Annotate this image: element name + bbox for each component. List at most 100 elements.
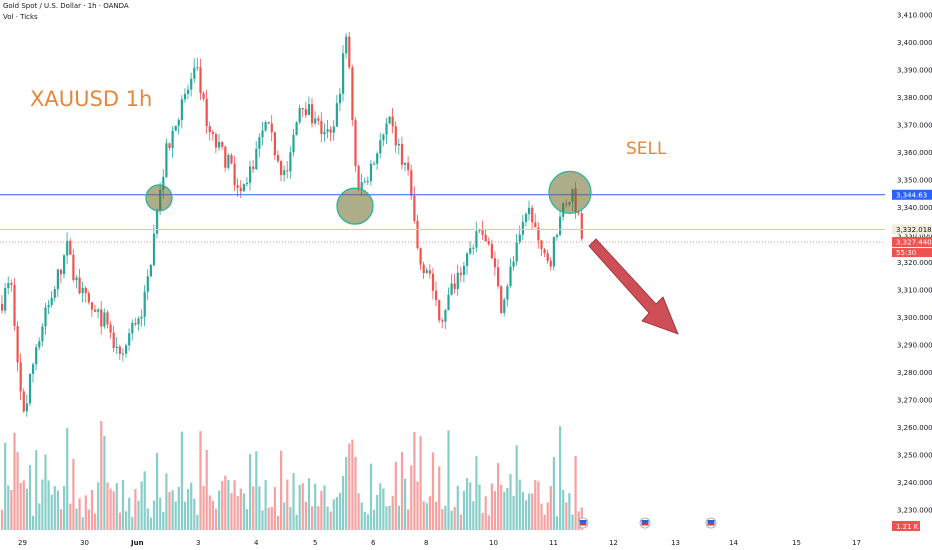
price-tick-label: 3,300.000 — [897, 314, 932, 322]
candle-body — [512, 261, 515, 267]
candle-body — [431, 273, 435, 291]
candle-body — [394, 126, 397, 146]
candle-body — [35, 347, 38, 365]
volume-bar — [388, 505, 391, 530]
price-tick-label: 3,390.000 — [897, 67, 932, 75]
volume-bar — [295, 514, 298, 530]
candle-body — [369, 163, 373, 182]
volume-bar — [193, 498, 196, 530]
us-flag-icon-canton — [707, 520, 715, 523]
volume-bar — [211, 500, 214, 530]
time-tick-label: 5 — [313, 539, 317, 547]
volume-bar — [487, 515, 490, 530]
candle-body — [506, 286, 509, 300]
volume-bar — [329, 511, 332, 530]
price-tick-label: 3,380.000 — [897, 94, 932, 102]
candle-body — [531, 207, 534, 223]
candle-body — [94, 309, 97, 312]
volume-bar — [459, 514, 462, 530]
candle-body — [38, 341, 41, 348]
price-tick-label: 3,400.000 — [897, 39, 932, 47]
candle-body — [388, 116, 391, 124]
volume-bar — [497, 463, 500, 530]
candle-body — [425, 270, 428, 274]
us-flag-icon-stripe — [707, 523, 715, 526]
volume-bar — [391, 496, 394, 530]
candle-body — [109, 324, 112, 333]
volume-bar — [245, 509, 249, 530]
candle-body — [72, 254, 75, 281]
candle-body — [22, 391, 25, 412]
volume-bar — [298, 484, 301, 530]
candle-body — [53, 289, 56, 298]
candle-body — [19, 362, 22, 392]
candle-body — [484, 234, 487, 242]
candle-body — [128, 333, 131, 346]
volume-bar — [152, 500, 156, 530]
volume-bar — [13, 432, 16, 530]
candle-body — [177, 120, 180, 126]
volume-bar — [205, 449, 208, 530]
candle-body — [466, 253, 469, 266]
price-tick-label: 3,270.000 — [897, 397, 932, 405]
volume-bar — [146, 508, 149, 530]
volume-bar — [38, 503, 41, 530]
volume-bar — [41, 479, 44, 530]
candle-body — [193, 67, 196, 79]
volume-bar — [125, 511, 128, 530]
volume-bar — [314, 483, 317, 530]
candle-body — [87, 293, 90, 303]
volume-bar — [94, 513, 97, 530]
volume-bar — [441, 509, 444, 530]
candle-body — [382, 134, 385, 141]
candle-body — [311, 104, 314, 124]
volume-bar — [190, 482, 193, 530]
candle-body — [41, 326, 44, 342]
candle-body — [112, 332, 115, 349]
volume-bar — [435, 501, 438, 530]
volume-bar — [32, 515, 35, 530]
time-tick-label: 13 — [671, 539, 680, 547]
volume-bar — [218, 490, 221, 530]
volume-bar — [475, 456, 478, 530]
candle-body — [152, 233, 156, 266]
time-tick-label: 12 — [609, 539, 618, 547]
volume-bar — [168, 492, 171, 530]
candle-body — [521, 221, 524, 235]
price-tick-label: 3,350.000 — [897, 177, 932, 185]
candle-body — [459, 272, 462, 275]
event-flags — [577, 517, 717, 529]
candle-body — [146, 276, 149, 292]
volume-bar — [493, 491, 497, 530]
us-flag-icon-canton — [641, 520, 649, 523]
candle-body — [233, 163, 236, 186]
candle-body — [280, 161, 283, 176]
candle-body — [524, 213, 528, 222]
chart-symbol-header: Gold Spot / U.S. Dollar · 1h · OANDA — [3, 2, 129, 10]
volume-bar — [165, 473, 168, 530]
volume-bar — [183, 501, 187, 530]
volume-bar — [342, 475, 345, 530]
volume-bar — [422, 501, 425, 530]
volume-bar — [137, 500, 140, 530]
volume-bar — [286, 479, 289, 530]
candle-body — [242, 184, 245, 192]
price-tick-label: 3,410.000 — [897, 12, 932, 20]
volume-bar — [236, 496, 239, 530]
candle-body — [32, 364, 35, 374]
volume-bar — [214, 508, 218, 530]
candle-body — [59, 269, 63, 275]
volume-bar — [307, 478, 311, 530]
volume-bar — [283, 502, 286, 530]
volume-bar — [528, 493, 531, 530]
candle-body — [493, 258, 497, 268]
candle-body — [103, 312, 106, 327]
volume-bar — [552, 457, 555, 530]
volume-bar — [416, 481, 419, 530]
volume-bar — [540, 503, 543, 530]
volume-bar — [202, 486, 205, 530]
sell-annotation: SELL — [626, 139, 667, 159]
volume-bar — [270, 506, 273, 530]
volume-bar — [255, 451, 258, 530]
volume-bar — [19, 482, 22, 530]
